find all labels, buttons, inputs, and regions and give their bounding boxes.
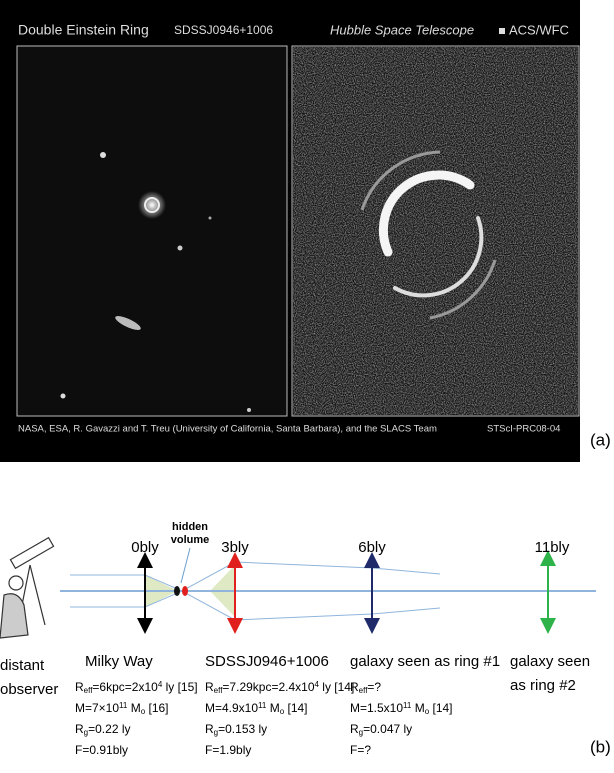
distance-label: 3bly (221, 539, 249, 556)
observer-label: distant (0, 657, 45, 674)
photo-title: Double Einstein Ring (18, 22, 149, 38)
text-segment: [14] (284, 701, 307, 715)
text-segment: F=? (350, 743, 371, 757)
text-segment: =0.153 ly (218, 722, 267, 736)
star (178, 246, 183, 251)
distance-label: 6bly (358, 539, 386, 556)
text-segment: M (266, 701, 279, 715)
object-property: M=4.9x1011 Mo [14] (205, 701, 308, 716)
text-segment: M (127, 701, 140, 715)
hidden-volume-label: volume (171, 534, 210, 546)
text-segment: ly [15] (162, 680, 197, 694)
object-property: F=0.91bly (75, 743, 128, 757)
object-name: galaxy seen as ring #1 (350, 653, 500, 670)
object-property: Rg=0.047 ly (350, 722, 412, 736)
credit: NASA, ESA, R. Gavazzi and T. Treu (Unive… (18, 424, 437, 435)
object-property: Reff=? (350, 680, 381, 694)
object-property: F=1.9bly (205, 743, 251, 757)
observer-icon (0, 538, 54, 638)
pointer (181, 548, 190, 583)
text-segment: M (411, 701, 424, 715)
body (0, 594, 28, 638)
text-segment: [14] (429, 701, 452, 715)
text-segment: M=7×10 (75, 701, 119, 715)
photo-telescope: Hubble Space Telescope (330, 22, 474, 37)
text-segment: F=1.9bly (205, 743, 251, 757)
release-id: STScI-PRC08-04 (487, 424, 560, 435)
distance-label: 11bly (535, 539, 570, 556)
focus-point (174, 586, 180, 596)
separator (499, 28, 505, 34)
text-segment: R (350, 722, 359, 736)
text-segment: =? (367, 680, 381, 694)
object-property: Rg=0.153 ly (205, 722, 267, 736)
object-name: SDSSJ0946+1006 (205, 653, 329, 670)
light-path (70, 591, 440, 620)
tripod (30, 565, 45, 625)
text-segment: =0.047 ly (363, 722, 412, 736)
object-property: Rg=0.22 ly (75, 722, 131, 736)
photo-target: SDSSJ0946+1006 (174, 23, 273, 37)
text-segment: =6kpc=2x10 (92, 680, 158, 694)
figure: Double Einstein Ring SDSSJ0946+1006 Hubb… (0, 0, 614, 768)
text-segment: [16] (145, 701, 168, 715)
text-segment: F=0.91bly (75, 743, 128, 757)
panel-label: (b) (590, 737, 611, 756)
photo-instrument: ACS/WFC (509, 22, 569, 37)
text-segment: ly [14] (319, 680, 354, 694)
text-segment: M=4.9x10 (205, 701, 258, 715)
object-property: Reff=7.29kpc=2.4x104 ly [14] (205, 680, 354, 695)
text-segment: R (205, 722, 214, 736)
distance-label: 0bly (131, 539, 159, 556)
left-panel (17, 46, 287, 416)
text-segment: R (75, 680, 84, 694)
object-name: galaxy seen (510, 653, 590, 670)
focus-point (182, 586, 188, 596)
hidden-volume-label: hidden (172, 521, 208, 533)
head (9, 576, 23, 590)
star (209, 217, 212, 220)
panel-label: (a) (590, 430, 611, 449)
telescope (10, 538, 53, 569)
text-segment: =0.22 ly (88, 722, 130, 736)
star (100, 152, 106, 158)
object-name: Milky Way (85, 653, 153, 670)
light-path (70, 562, 440, 591)
noise (293, 47, 578, 415)
object-property: Reff=6kpc=2x104 ly [15] (75, 680, 198, 695)
object-property: F=? (350, 743, 371, 757)
object-name: as ring #2 (510, 677, 576, 694)
object-property: M=1.5x1011 Mo [14] (350, 701, 453, 716)
page: Double Einstein Ring SDSSJ0946+1006 Hubb… (0, 0, 614, 768)
object-property: M=7×1011 Mo [16] (75, 701, 169, 716)
text-segment: R (75, 722, 84, 736)
text-segment: R (205, 680, 214, 694)
text-segment: M=1.5x10 (350, 701, 403, 715)
star (61, 394, 66, 399)
galaxy (138, 191, 166, 219)
text-segment: R (350, 680, 359, 694)
star (247, 408, 251, 412)
observer-label: observer (0, 681, 58, 698)
text-segment: =7.29kpc=2.4x10 (222, 680, 314, 694)
